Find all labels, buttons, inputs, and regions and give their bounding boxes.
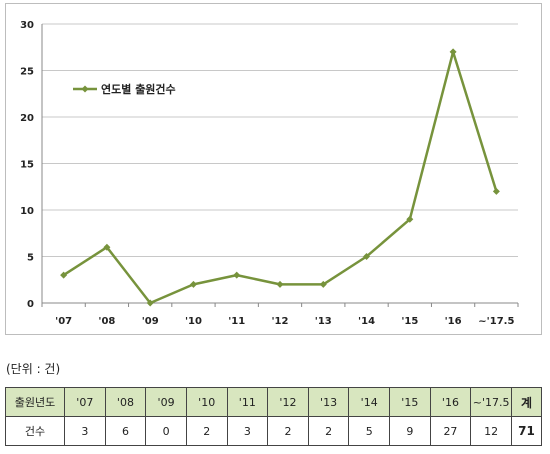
table-header-cell: '15 bbox=[389, 387, 431, 417]
table-header-cell: '09 bbox=[145, 387, 187, 417]
table-value-cell: 2 bbox=[267, 416, 309, 446]
y-tick-label: 30 bbox=[20, 20, 34, 31]
x-tick-label: '08 bbox=[98, 316, 115, 327]
y-tick-label: 0 bbox=[27, 299, 34, 310]
data-point bbox=[319, 280, 327, 288]
chart-frame: 0 5 10 15 20 25 30 '07 '08 '09 '10 '11 '12 '13 '14 '15 '… bbox=[5, 3, 542, 335]
y-tick-label: 20 bbox=[20, 113, 34, 124]
y-tick-label: 15 bbox=[20, 160, 34, 171]
data-point bbox=[103, 243, 111, 251]
table-header-cell: '11 bbox=[226, 387, 269, 417]
data-point bbox=[449, 48, 457, 56]
table-header-row: 출원년도 '07'08'09'10'11'12'13'14'15'16 ~'17.… bbox=[5, 387, 542, 417]
x-tick-label: '07 bbox=[55, 316, 72, 327]
data-point bbox=[276, 280, 284, 288]
table-header-cell: '07 bbox=[64, 387, 106, 417]
table-value-cell: 12 bbox=[470, 416, 512, 446]
x-tick-label: '12 bbox=[272, 316, 289, 327]
table-value-cell: 2 bbox=[185, 416, 228, 446]
table-value-cell: 3 bbox=[64, 416, 106, 446]
line-chart: 0 5 10 15 20 25 30 '07 '08 '09 '10 '11 '12 '13 '14 '15 '… bbox=[20, 20, 519, 327]
table-row-label: 건수 bbox=[5, 416, 65, 446]
data-point bbox=[406, 215, 414, 223]
table-value-row: 건수 3 6 0 2 3 2 2 5 9 27 12 71 bbox=[5, 416, 542, 446]
x-tick-label: '11 bbox=[228, 316, 245, 327]
x-tick-label: '13 bbox=[315, 316, 332, 327]
table-value-cell: 0 bbox=[145, 416, 187, 446]
y-tick-label: 10 bbox=[20, 206, 34, 217]
x-tick-label: '14 bbox=[358, 316, 375, 327]
x-tick-label: '15 bbox=[401, 316, 418, 327]
table-header-cell: ~'17.5 bbox=[470, 387, 512, 417]
data-point bbox=[363, 253, 371, 260]
unit-note: (단위 : 건) bbox=[6, 362, 61, 376]
x-tick-label: '16 bbox=[445, 316, 462, 327]
table-value-cell: 3 bbox=[226, 416, 269, 446]
data-point bbox=[146, 299, 154, 307]
y-tick-label: 25 bbox=[20, 67, 34, 78]
table-value-cell: 2 bbox=[307, 416, 350, 446]
table-value-cell: 6 bbox=[104, 416, 147, 446]
data-point bbox=[60, 271, 68, 279]
legend-label: 연도별 출원건수 bbox=[101, 82, 176, 96]
table-header-cell: '12 bbox=[267, 387, 309, 417]
table-value-cell: 27 bbox=[429, 416, 472, 446]
table-total-value: 71 bbox=[511, 416, 542, 446]
table-header-cell: '08 bbox=[104, 387, 147, 417]
table-header-label: 출원년도 bbox=[5, 387, 65, 417]
table-value-cell: 9 bbox=[389, 416, 431, 446]
data-point bbox=[492, 187, 500, 195]
legend-marker bbox=[81, 85, 89, 93]
table-header-cell: '16 bbox=[429, 387, 472, 417]
x-tick-label: '09 bbox=[142, 316, 159, 327]
table-value-cell: 5 bbox=[348, 416, 390, 446]
table-header-cell: '14 bbox=[348, 387, 390, 417]
x-tick-label: ~'17.5 bbox=[478, 316, 514, 327]
table-header-cell: '13 bbox=[307, 387, 350, 417]
data-table: 출원년도 '07'08'09'10'11'12'13'14'15'16 ~'17.… bbox=[5, 387, 542, 446]
table-header-cell: '10 bbox=[185, 387, 228, 417]
data-point bbox=[189, 280, 197, 288]
table-total-label: 계 bbox=[511, 387, 542, 417]
y-tick-label: 5 bbox=[27, 253, 34, 264]
x-tick-label: '10 bbox=[185, 316, 202, 327]
data-point bbox=[233, 271, 241, 279]
